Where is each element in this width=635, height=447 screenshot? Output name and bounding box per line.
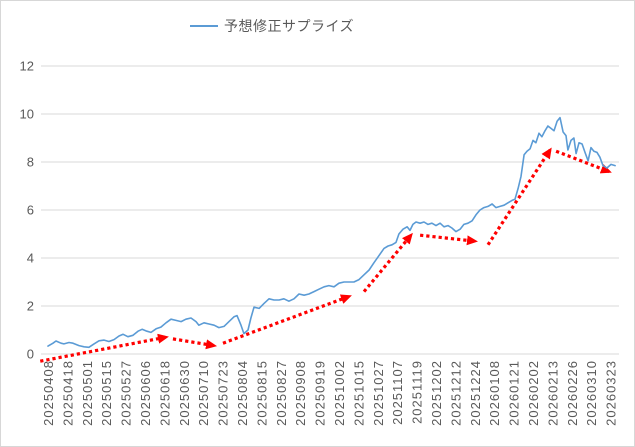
- x-tick-label: 20251027: [371, 360, 386, 426]
- legend-label: 予想修正サプライズ: [224, 18, 355, 34]
- x-tick-label: 20250827: [274, 360, 289, 426]
- x-tick-label: 20260310: [584, 360, 599, 426]
- legend-line-sample: [190, 25, 218, 27]
- x-tick-label: 20250527: [119, 360, 134, 426]
- x-tick-label: 20251015: [351, 360, 366, 426]
- y-tick-label: 12: [20, 59, 34, 74]
- x-tick-label: 20251224: [468, 360, 483, 426]
- x-tick-label: 20250908: [293, 360, 308, 426]
- trend-arrow-segment: [222, 294, 352, 345]
- trend-arrow-segment: [419, 233, 478, 246]
- x-tick-label: 20250723: [216, 360, 231, 426]
- series-line-forecast-revision-surprise: [47, 116, 616, 349]
- x-tick-label: 20250515: [99, 360, 114, 426]
- x-tick-label: 20251002: [332, 360, 347, 426]
- x-tick-label: 20250630: [177, 360, 192, 426]
- trend-arrow-segment: [486, 147, 552, 246]
- legend: 予想修正サプライズ: [190, 17, 354, 35]
- gridlines: [41, 65, 619, 355]
- trend-arrow-segment: [362, 232, 413, 293]
- x-tick-label: 20260323: [604, 360, 619, 426]
- x-tick-label: 20250919: [313, 360, 328, 426]
- y-tick-label: 6: [27, 203, 34, 218]
- x-tick-label: 20250408: [41, 360, 56, 426]
- y-axis-tick-labels: 0 2 4 6 8 10 12: [20, 59, 34, 362]
- y-tick-label: 2: [27, 299, 34, 314]
- trend-arrow-segment: [172, 337, 218, 350]
- trend-arrows: [39, 147, 612, 363]
- x-tick-label: 20250710: [196, 360, 211, 426]
- x-tick-label: 20250606: [138, 360, 153, 426]
- y-tick-label: 0: [27, 347, 34, 362]
- x-tick-label: 20260121: [507, 360, 522, 426]
- x-tick-label: 20250501: [80, 360, 95, 426]
- x-tick-label: 20260202: [526, 360, 541, 426]
- x-axis-tick-labels: 20250408 20250418 20250501 20250515 20250527…: [41, 360, 619, 426]
- x-tick-label: 20260226: [565, 360, 580, 426]
- x-tick-label: 20251119: [410, 360, 425, 424]
- x-tick-label: 20250618: [157, 360, 172, 426]
- x-tick-label: 20250418: [60, 360, 75, 426]
- x-tick-label: 20260108: [487, 360, 502, 426]
- y-tick-label: 8: [27, 155, 34, 170]
- series-lines: [47, 116, 616, 349]
- trend-arrow-segment: [39, 333, 169, 363]
- x-tick-label: 20251212: [448, 360, 463, 426]
- y-tick-label: 10: [20, 107, 34, 122]
- x-tick-label: 20250804: [235, 360, 250, 426]
- x-tick-label: 20251107: [390, 360, 405, 425]
- x-tick-label: 20251202: [429, 360, 444, 426]
- x-tick-label: 20250815: [254, 360, 269, 426]
- x-tick-label: 20260213: [545, 360, 560, 426]
- y-tick-label: 4: [27, 251, 34, 266]
